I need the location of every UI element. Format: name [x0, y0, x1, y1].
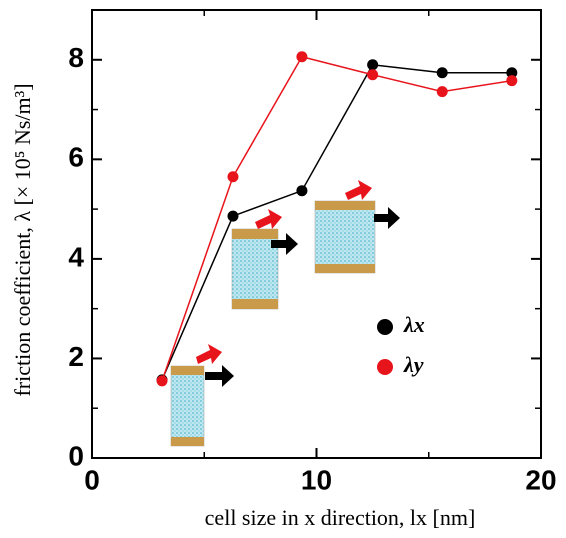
- data-point: [506, 75, 518, 87]
- y-tick-label: 4: [68, 241, 84, 272]
- y-tick-label: 0: [68, 440, 84, 471]
- data-point: [506, 67, 518, 79]
- series-line: [161, 63, 512, 381]
- data-point: [227, 210, 239, 222]
- x-tick-label: 20: [525, 464, 556, 495]
- cell-medium: [231, 209, 298, 310]
- data-point: [156, 375, 168, 387]
- series-line: [161, 55, 512, 382]
- legend: λx λy: [377, 312, 425, 377]
- data-point: [367, 59, 379, 71]
- cell-small: [170, 344, 234, 447]
- x-axis-label: cell size in x direction, lx [nm]: [205, 505, 476, 530]
- legend-label: λy: [403, 352, 424, 377]
- inset-images: [170, 180, 400, 447]
- x-tick-label: 10: [301, 464, 332, 495]
- x-tick-label: 0: [84, 464, 100, 495]
- y-tick-label: 2: [68, 341, 84, 372]
- data-point: [436, 86, 448, 98]
- y-tick-label: 6: [68, 142, 84, 173]
- data-point: [367, 69, 379, 81]
- legend-marker: [377, 359, 393, 375]
- legend-label: λx: [403, 312, 425, 337]
- legend-marker: [377, 319, 393, 335]
- y-tick-label: 8: [68, 42, 84, 73]
- data-point: [296, 185, 308, 197]
- y-axis-label: friction coefficient, λ [× 10⁵ Ns/m³]: [10, 83, 35, 396]
- data-point: [227, 171, 239, 183]
- cell-large: [314, 180, 400, 274]
- data-point: [436, 67, 448, 79]
- data-point: [296, 51, 308, 63]
